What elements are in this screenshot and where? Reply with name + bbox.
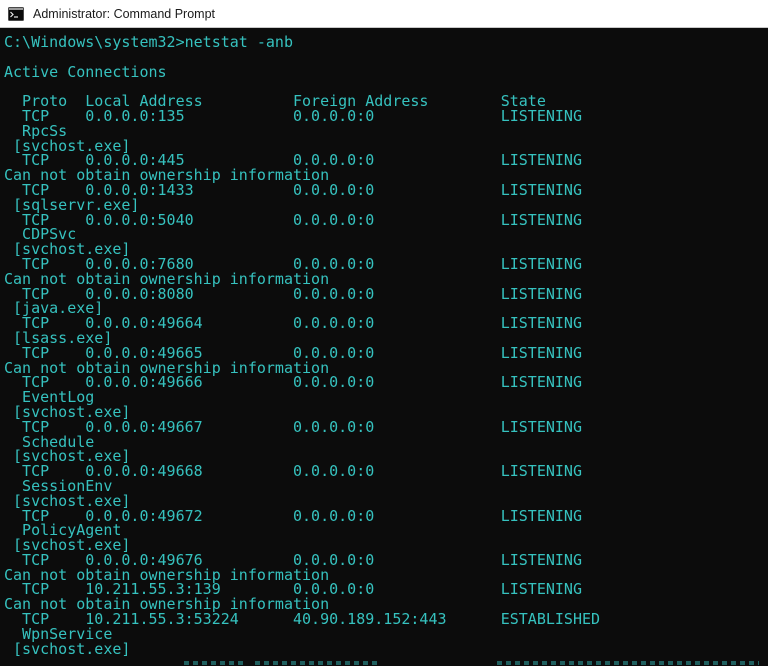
command-prompt-icon — [8, 6, 24, 21]
console-screen[interactable]: C:\Windows\system32>netstat -anb Active … — [0, 28, 768, 666]
clipped-bottom-line-fragment — [255, 661, 377, 665]
window-titlebar[interactable]: Administrator: Command Prompt — [0, 0, 768, 28]
window-title: Administrator: Command Prompt — [33, 6, 216, 21]
clipped-bottom-line-fragment — [497, 661, 759, 665]
console-output: C:\Windows\system32>netstat -anb Active … — [4, 33, 601, 658]
clipped-bottom-line-fragment — [184, 661, 246, 665]
